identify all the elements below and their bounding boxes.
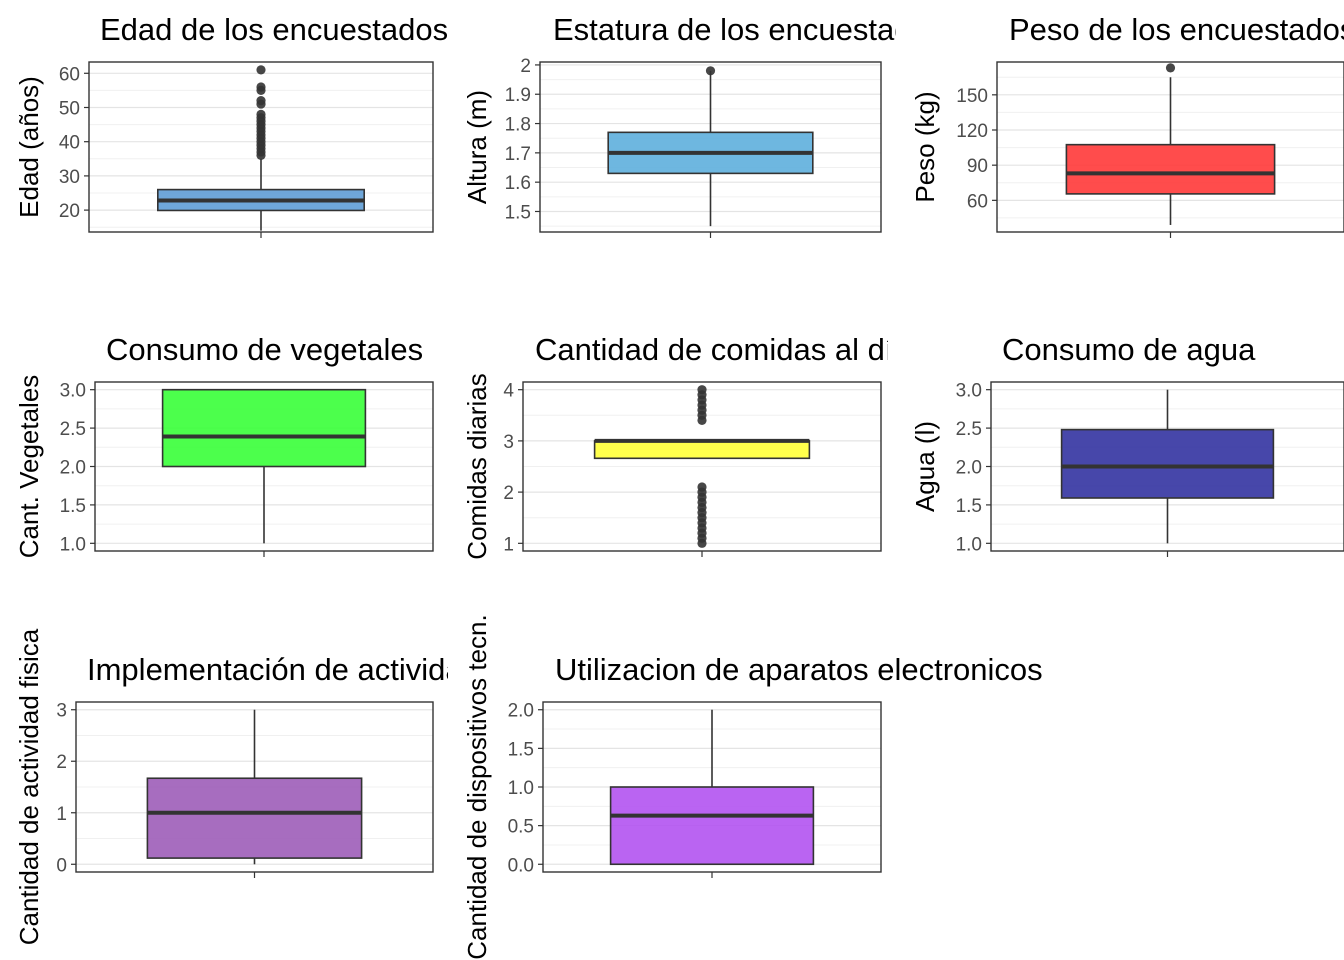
chart-6-ytick-label: 3.0 [956, 381, 982, 402]
chart-6-title: Consumo de agua [1002, 332, 1256, 367]
chart-5-ytick-label: 4 [503, 381, 514, 402]
chart-4-title: Consumo de vegetales [106, 332, 423, 367]
chart-3: Peso de los encuestados 60 90 120 150 Peso (k… [910, 12, 1344, 238]
chart-2-ytick-label: 1.7 [505, 144, 531, 165]
chart-3-outlier [1165, 63, 1176, 73]
chart-7-ytick-label: 0 [56, 855, 67, 876]
chart-4-ytick-label: 3.0 [60, 381, 86, 402]
chart-7-ytick-label: 1 [56, 804, 67, 825]
chart-1-outlier [256, 96, 266, 106]
chart-1-ytick-label: 30 [59, 167, 80, 188]
chart-7: Implementación de actividad física 0 1 2 3 Ca… [14, 628, 562, 945]
chart-6-ytick-label: 1.0 [956, 534, 982, 555]
chart-6: Consumo de agua 1.0 1.5 2.0 2.5 3.0 Agua (l) [910, 332, 1344, 557]
chart-2-ylabel: Altura (m) [462, 90, 492, 204]
chart-5-ytick-label: 3 [503, 432, 514, 453]
chart-2-title: Estatura de los encuestados [553, 12, 944, 47]
chart-8-ytick-label: 0.0 [508, 855, 534, 876]
chart-3-ylabel: Peso (kg) [910, 91, 940, 202]
chart-4-ylabel: Cant. Vegetales [14, 375, 44, 559]
chart-5-ytick-label: 2 [503, 483, 514, 504]
chart-2-ytick-label: 1.9 [505, 85, 531, 106]
chart-3-ytick-label: 60 [967, 191, 988, 212]
chart-8-ytick-label: 0.5 [508, 817, 534, 838]
chart-6-ytick-label: 2.0 [956, 458, 982, 479]
chart-4-ytick-label: 1.0 [60, 534, 86, 555]
chart-1-ytick-label: 40 [59, 133, 80, 154]
chart-5-outlier [697, 482, 707, 492]
chart-1-ytick-label: 50 [59, 98, 80, 119]
chart-8: Utilizacion de aparatos electronicos 0.0 0… [462, 614, 1043, 959]
chart-7-ytick-label: 3 [56, 701, 67, 722]
chart-7-box [146, 777, 363, 859]
chart-8-box [609, 786, 815, 866]
chart-5-outlier [697, 385, 707, 395]
chart-5-box [593, 440, 811, 460]
chart-7-ytick-label: 2 [56, 752, 67, 773]
chart-1-ytick-label: 60 [59, 64, 80, 85]
chart-8-title: Utilizacion de aparatos electronicos [555, 652, 1043, 687]
chart-5: Cantidad de comidas al día 1 2 3 4 Comidas di… [462, 332, 911, 560]
chart-4: Consumo de vegetales 1.0 1.5 2.0 2.5 3.0 Cant.… [14, 332, 434, 559]
chart-1-outlier [256, 109, 266, 119]
chart-1-title: Edad de los encuestados [100, 12, 448, 47]
chart-5-title: Cantidad de comidas al día [535, 332, 911, 367]
chart-7-title: Implementación de actividad física [87, 652, 562, 687]
chart-7-ylabel: Cantidad de actividad fisica [14, 628, 44, 945]
chart-1-ylabel: Edad (años) [14, 76, 44, 218]
chart-2-ytick-label: 1.5 [505, 202, 531, 223]
chart-8-ytick-label: 2.0 [508, 701, 534, 722]
chart-2: Estatura de los encuestados 1.5 1.6 1.7 1.8 1… [462, 12, 944, 238]
chart-4-ytick-label: 2.5 [60, 419, 86, 440]
chart-1-outlier [256, 82, 266, 92]
chart-2-ytick-label: 1.8 [505, 115, 531, 136]
chart-8-ytick-label: 1.5 [508, 739, 534, 760]
chart-3-ytick-label: 150 [956, 86, 988, 107]
chart-5-ytick-label: 1 [503, 534, 514, 555]
chart-5-ylabel: Comidas diarias [462, 373, 492, 559]
chart-6-ylabel: Agua (l) [910, 421, 940, 512]
chart-3-title: Peso de los encuestados [1009, 12, 1344, 47]
chart-4-ytick-label: 2.0 [60, 458, 86, 479]
chart-2-outlier [705, 66, 716, 76]
chart-8-ytick-label: 1.0 [508, 778, 534, 799]
chart-1-ytick-label: 20 [59, 201, 80, 222]
chart-2-ytick-label: 1.6 [505, 173, 531, 194]
chart-6-ytick-label: 1.5 [956, 496, 982, 517]
chart-2-ytick-label: 2 [520, 56, 531, 77]
chart-3-box [1065, 143, 1276, 195]
chart-6-box [1060, 428, 1275, 499]
chart-3-ytick-label: 120 [956, 121, 988, 142]
chart-4-box [161, 388, 367, 468]
chart-8-ylabel: Cantidad de dispositivos tecn. [462, 614, 492, 959]
chart-1: Edad de los encuestados 20 30 40 50 60 Edad (a… [14, 12, 448, 238]
chart-4-ytick-label: 1.5 [60, 496, 86, 517]
chart-1-outlier [256, 65, 266, 75]
chart-3-ytick-label: 90 [967, 156, 988, 177]
chart-6-ytick-label: 2.5 [956, 419, 982, 440]
